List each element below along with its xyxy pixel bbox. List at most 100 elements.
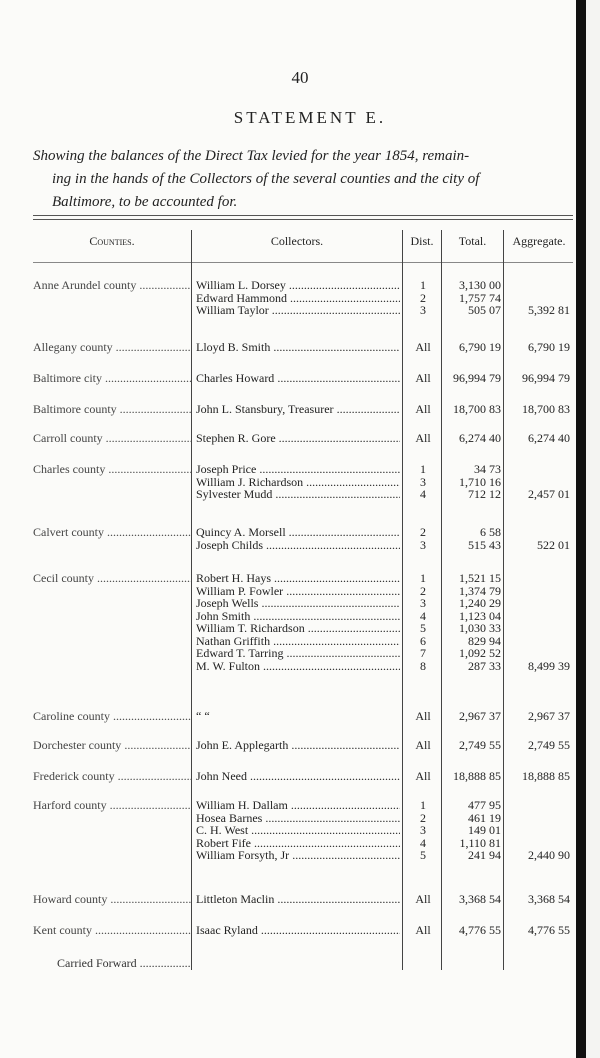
aggregate-amount: 4,776 55 xyxy=(528,924,570,937)
district: All xyxy=(415,372,431,385)
collector-name: William Taylor xyxy=(196,304,400,317)
collector-name: Edward Hammond xyxy=(196,292,400,305)
column-divider xyxy=(191,230,192,970)
county-name: Frederick county xyxy=(33,770,191,783)
district: 2 xyxy=(420,584,426,597)
district: 3 xyxy=(420,824,426,837)
county-name: Calvert county xyxy=(33,526,191,539)
district: 1 xyxy=(420,463,426,476)
district: 3 xyxy=(420,597,426,610)
total-amount: 6 58 xyxy=(480,526,501,539)
header-total: Total. xyxy=(458,234,487,248)
county-name: Harford county xyxy=(33,799,191,812)
district: 4 xyxy=(420,609,426,622)
total-amount: 149 01 xyxy=(468,824,501,837)
total-amount: 4,776 55 xyxy=(459,924,501,937)
county-name: Kent county xyxy=(33,924,191,937)
scan-edge xyxy=(576,0,586,1058)
county-name: Allegany county xyxy=(33,341,191,354)
column-divider xyxy=(503,230,504,970)
total-amount: 96,994 79 xyxy=(453,372,501,385)
district: All xyxy=(415,739,431,752)
header-collectors: Collectors. xyxy=(270,234,324,248)
aggregate-amount: 3,368 54 xyxy=(528,893,570,906)
collector-name: John L. Stansbury, Treasurer xyxy=(196,403,400,416)
header-rule xyxy=(33,262,573,263)
county-name: Dorchester county xyxy=(33,739,191,752)
district: 4 xyxy=(420,488,426,501)
aggregate-amount: 2,967 37 xyxy=(528,710,570,723)
total-amount: 1,710 16 xyxy=(459,475,501,488)
top-rule-2 xyxy=(33,219,573,220)
statement-title: STATEMENT E. xyxy=(233,108,387,127)
district: 2 xyxy=(420,291,426,304)
county-name: Charles county xyxy=(33,463,191,476)
aggregate-amount: 2,457 01 xyxy=(528,488,570,501)
aggregate-amount: 5,392 81 xyxy=(528,304,570,317)
total-amount: 505 07 xyxy=(468,304,501,317)
total-amount: 829 94 xyxy=(468,634,501,647)
district: 7 xyxy=(420,647,426,660)
district: 5 xyxy=(420,622,426,635)
total-amount: 287 33 xyxy=(468,659,501,672)
total-amount: 6,274 40 xyxy=(459,432,501,445)
collector-name: Joseph Childs xyxy=(196,539,400,552)
collector-name: William T. Richardson xyxy=(196,622,400,635)
header-dist: Dist. xyxy=(410,234,434,248)
collector-name: Quincy A. Morsell xyxy=(196,526,400,539)
district: 5 xyxy=(420,849,426,862)
county-name: Carroll county xyxy=(33,432,191,445)
aggregate-amount: 6,790 19 xyxy=(528,341,570,354)
district: 6 xyxy=(420,634,426,647)
column-divider xyxy=(402,230,403,970)
county-name: Baltimore county xyxy=(33,403,191,416)
collector-name: Joseph Price xyxy=(196,463,400,476)
collector-name: Charles Howard xyxy=(196,372,400,385)
collector-name: Joseph Wells xyxy=(196,597,400,610)
total-amount: 3,368 54 xyxy=(459,893,501,906)
total-amount: 1,757 74 xyxy=(459,291,501,304)
aggregate-amount: 2,749 55 xyxy=(528,739,570,752)
district: All xyxy=(415,432,431,445)
total-amount: 34 73 xyxy=(474,463,501,476)
district: 1 xyxy=(420,572,426,585)
total-amount: 461 19 xyxy=(468,811,501,824)
top-rule xyxy=(33,215,573,216)
collector-name: John Smith xyxy=(196,610,400,623)
county-name: Baltimore city xyxy=(33,372,191,385)
district: All xyxy=(415,341,431,354)
total-amount: 2,749 55 xyxy=(459,739,501,752)
total-amount: 1,240 29 xyxy=(459,597,501,610)
district: 3 xyxy=(420,538,426,551)
aggregate-amount: 522 01 xyxy=(537,538,570,551)
carried-forward-label: Carried Forward xyxy=(57,957,191,970)
total-amount: 1,030 33 xyxy=(459,622,501,635)
district: All xyxy=(415,924,431,937)
total-amount: 477 95 xyxy=(468,799,501,812)
collector-name: John Need xyxy=(196,770,400,783)
aggregate-amount: 8,499 39 xyxy=(528,659,570,672)
district: All xyxy=(415,403,431,416)
district: 4 xyxy=(420,836,426,849)
page-number: 40 xyxy=(291,68,309,87)
district: 3 xyxy=(420,304,426,317)
collector-name: Lloyd B. Smith xyxy=(196,341,400,354)
district: 8 xyxy=(420,659,426,672)
county-name: Caroline county xyxy=(33,710,191,723)
collector-name: Robert H. Hays xyxy=(196,572,400,585)
collector-name: “ “ xyxy=(196,710,210,723)
collector-name: M. W. Fulton xyxy=(196,660,400,673)
district: 1 xyxy=(420,279,426,292)
collector-name: C. H. West xyxy=(196,824,400,837)
collector-name: Stephen R. Gore xyxy=(196,432,400,445)
district: 1 xyxy=(420,799,426,812)
collector-name: Edward T. Tarring xyxy=(196,647,400,660)
total-amount: 1,521 15 xyxy=(459,572,501,585)
collector-name: Isaac Ryland xyxy=(196,924,400,937)
collector-name: John E. Applegarth xyxy=(196,739,400,752)
collector-name: William H. Dallam xyxy=(196,799,400,812)
subtitle-line-2: ing in the hands of the Collectors of th… xyxy=(52,171,480,187)
total-amount: 712 12 xyxy=(468,488,501,501)
header-counties: Counties. xyxy=(89,234,135,248)
county-name: Cecil county xyxy=(33,572,191,585)
